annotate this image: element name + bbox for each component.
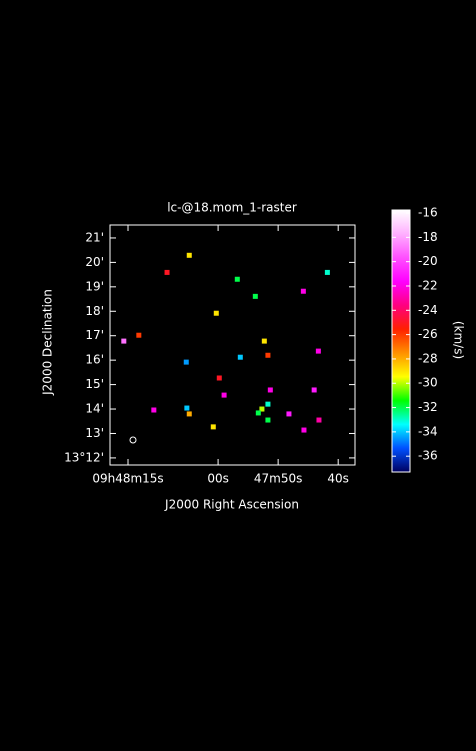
x-tick-label: 40s (327, 472, 349, 486)
velocity-pixel (259, 406, 265, 412)
velocity-pixel (311, 387, 317, 393)
velocity-pixel (300, 288, 306, 294)
colorbar-tick-label: -36 (418, 449, 438, 463)
beam (129, 436, 137, 444)
velocity-pixel (261, 338, 267, 344)
velocity-pixel (221, 392, 227, 398)
y-axis-label: J2000 Declination (41, 289, 55, 396)
x-axis-label: J2000 Right Ascension (164, 498, 299, 512)
chart-title: lc-@18.mom_1-raster (167, 201, 297, 215)
plot-frame (109, 224, 356, 466)
velocity-pixel (186, 411, 192, 417)
y-tick-label: 15' (85, 377, 104, 391)
velocity-pixel (315, 348, 321, 354)
velocity-pixel (265, 417, 271, 423)
velocity-pixel (324, 269, 330, 275)
colorbar-tick-label: -16 (418, 206, 438, 220)
colorbar-tick-label: -24 (418, 303, 438, 317)
y-tick-label: 19' (85, 279, 104, 293)
x-tick-label: 47m50s (254, 472, 302, 486)
y-tick-label: 17' (85, 328, 104, 342)
velocity-pixel (183, 359, 189, 365)
velocity-pixel (213, 310, 219, 316)
y-tick-label: 18' (85, 304, 104, 318)
velocity-pixel (136, 332, 142, 338)
colorbar (391, 209, 411, 473)
velocity-pixel (265, 401, 271, 407)
velocity-pixel (286, 411, 292, 417)
velocity-pixel (164, 269, 170, 275)
velocity-pixel (121, 338, 127, 344)
velocity-pixel (265, 352, 271, 358)
y-tick-label: 21' (85, 230, 104, 244)
velocity-pixel (234, 276, 240, 282)
x-tick-label: 09h48m15s (92, 472, 163, 486)
colorbar-tick-label: -18 (418, 230, 438, 244)
velocity-pixel (184, 405, 190, 411)
colorbar-tick-label: -30 (418, 376, 438, 390)
colorbar-tick-label: -32 (418, 400, 438, 414)
colorbar-label: (km/s) (452, 321, 466, 359)
y-tick-label: 20' (85, 255, 104, 269)
y-tick-label: 13' (85, 426, 104, 440)
colorbar-tick-label: -34 (418, 424, 438, 438)
velocity-pixel (252, 293, 258, 299)
y-tick-label: 14' (85, 402, 104, 416)
velocity-pixel (316, 417, 322, 423)
colorbar-tick-label: -20 (418, 254, 438, 268)
velocity-pixel (151, 407, 157, 413)
colorbar-tick-label: -22 (418, 278, 438, 292)
velocity-pixel (255, 410, 261, 416)
y-tick-label: 13°12' (64, 450, 104, 464)
velocity-pixel (216, 375, 222, 381)
velocity-pixel (267, 387, 273, 393)
colorbar-tick-label: -26 (418, 327, 438, 341)
velocity-pixel (237, 354, 243, 360)
velocity-pixel (186, 252, 192, 258)
velocity-pixel (301, 427, 307, 433)
y-tick-label: 16' (85, 353, 104, 367)
x-tick-label: 00s (207, 472, 229, 486)
colorbar-tick-label: -28 (418, 351, 438, 365)
velocity-pixel (210, 424, 216, 430)
